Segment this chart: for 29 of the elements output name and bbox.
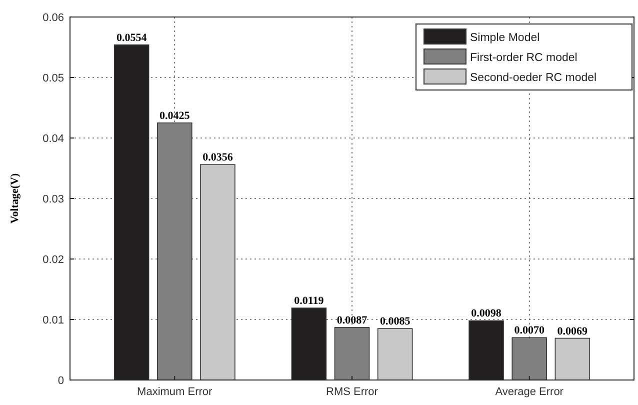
data-label: 0.0085 xyxy=(380,316,411,328)
y-tick-label: 0.05 xyxy=(42,72,64,84)
x-tick-label: Average Error xyxy=(495,386,564,398)
y-tick-label: 0.02 xyxy=(42,254,64,266)
legend-label: First-order RC model xyxy=(470,52,578,64)
bar xyxy=(377,328,413,380)
y-tick-label: 0.06 xyxy=(42,12,64,24)
y-tick-label: 0.04 xyxy=(42,132,64,145)
bar xyxy=(157,122,192,380)
data-label: 0.0069 xyxy=(557,325,588,338)
data-label: 0.0356 xyxy=(202,152,234,164)
y-tick-label: 0.01 xyxy=(42,314,64,326)
bar xyxy=(334,326,370,380)
data-label: 0.0119 xyxy=(294,295,324,308)
data-label: 0.0087 xyxy=(336,314,368,326)
legend-label: Simple Model xyxy=(470,32,540,44)
bar xyxy=(512,337,547,380)
y-axis-title: Voltage(V) xyxy=(9,173,21,224)
x-tick-label: RMS Error xyxy=(326,386,378,398)
y-tick-label: 0.03 xyxy=(42,193,64,206)
x-tick-label: Maximum Error xyxy=(137,386,213,398)
bar xyxy=(200,164,236,380)
data-label: 0.0098 xyxy=(471,308,502,320)
data-label: 0.0070 xyxy=(514,324,545,337)
bar xyxy=(554,338,590,380)
y-tick-label: 0 xyxy=(58,374,64,387)
data-label: 0.0554 xyxy=(116,32,148,44)
data-label: 0.0425 xyxy=(160,110,190,122)
legend-label: Second-oeder RC model xyxy=(470,72,597,84)
